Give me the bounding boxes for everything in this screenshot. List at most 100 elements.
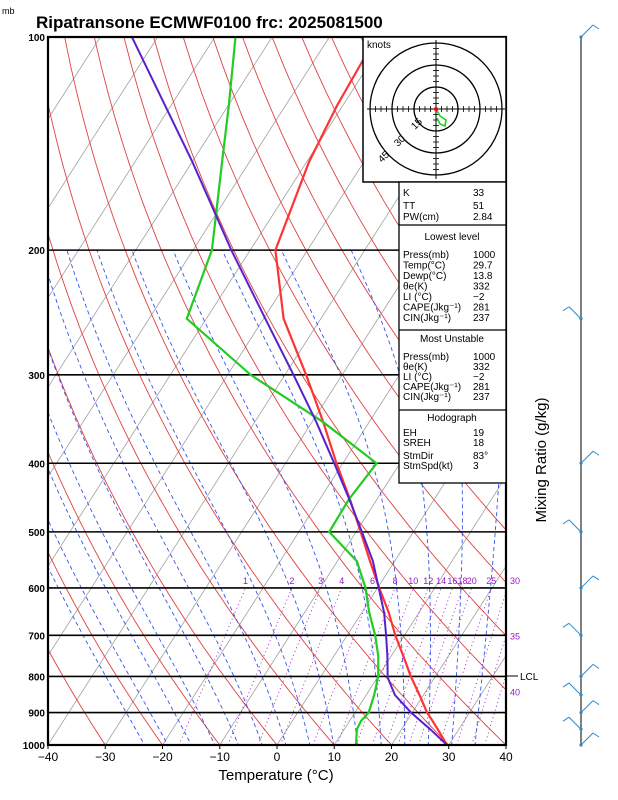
barb-feather <box>592 575 600 581</box>
moist-adiabat <box>280 249 406 745</box>
barb-shaft <box>580 575 594 589</box>
mixing-ratio-line <box>408 587 463 745</box>
temperature-tick-label: 30 <box>442 750 456 764</box>
index-value: 18 <box>473 438 485 449</box>
mixing-ratio-label: 16 <box>447 576 457 586</box>
moist-adiabat <box>66 249 287 745</box>
x-axis-label: Temperature (°C) <box>218 767 333 784</box>
pressure-tick-label: 300 <box>28 371 45 382</box>
index-label: CAPE(Jkg⁻¹) <box>403 382 461 393</box>
mixing-ratio-label: 14 <box>436 576 446 586</box>
dry-adiabat <box>576 5 618 760</box>
mixing-ratio-label: 6 <box>370 576 375 586</box>
moist-adiabat <box>48 347 239 745</box>
dry-adiabat <box>93 37 506 745</box>
hodo-origin <box>434 107 438 111</box>
barb-feather <box>562 306 570 312</box>
moist-adiabat <box>221 249 382 745</box>
dry-adiabat <box>48 451 221 745</box>
wind-barb <box>562 682 582 696</box>
mixing-ratio-label: 1 <box>243 576 248 586</box>
barb-shaft <box>580 732 594 746</box>
barb-shaft <box>580 450 594 464</box>
pressure-tick-label: 400 <box>28 459 45 470</box>
mixing-ratio-label: 2 <box>289 576 294 586</box>
dry-adiabat <box>548 5 618 760</box>
barb-shaft <box>568 622 582 636</box>
pressure-tick-label: 200 <box>28 246 45 257</box>
mixing-ratio-line <box>178 587 246 745</box>
isotherm <box>333 475 506 745</box>
moist-adiabat <box>131 249 335 745</box>
isotherm <box>505 744 506 745</box>
dewpoint-profile <box>185 37 380 745</box>
wind-barb <box>580 700 600 713</box>
mixing-ratio-line <box>336 587 396 745</box>
index-label: K <box>403 188 410 199</box>
dry-adiabat <box>242 37 506 479</box>
index-label: θe(K) <box>403 282 427 293</box>
barb-feather <box>562 519 570 525</box>
pressure-unit: mb <box>2 6 15 16</box>
index-label: SREH <box>403 438 431 449</box>
isotherm <box>162 207 506 745</box>
barb-feather <box>562 716 570 722</box>
wind-barb <box>580 663 600 677</box>
index-value: 281 <box>473 303 490 314</box>
section-title: Most Unstable <box>420 334 484 345</box>
mixing-ratio-label: 18 <box>457 576 467 586</box>
barb-shaft <box>580 24 594 38</box>
index-value: 1000 <box>473 250 496 261</box>
isotherm <box>48 37 159 210</box>
dry-adiabat <box>519 5 618 760</box>
temperature-tick-label: 40 <box>499 750 513 764</box>
barb-feather <box>562 682 570 688</box>
barb-feather <box>592 732 600 738</box>
pressure-tick-label: 1000 <box>23 741 46 752</box>
barb-feather <box>592 24 600 30</box>
dry-adiabat <box>182 37 506 584</box>
index-value: 237 <box>473 313 490 324</box>
barb-shaft <box>568 519 582 533</box>
dry-adiabat <box>48 346 278 745</box>
mixing-ratio-line <box>484 673 506 745</box>
pressure-tick-label: 100 <box>28 33 45 44</box>
index-label: θe(K) <box>403 362 427 373</box>
indices-table: K 33 TT 51 PW(cm) 2.84 Lowest level Press(mb) 10… <box>398 181 507 484</box>
wind-barbs <box>562 24 600 747</box>
index-value: 332 <box>473 282 490 293</box>
temperature-tick-label: −40 <box>38 750 59 764</box>
index-value: 2.84 <box>473 212 493 223</box>
temperature-tick-label: 10 <box>328 750 342 764</box>
mixing-ratio-line <box>471 634 506 745</box>
mixing-ratio-line <box>280 587 343 745</box>
dry-adiabat <box>212 37 506 531</box>
mixing-ratio-label: 12 <box>423 576 433 586</box>
moist-adiabat <box>48 411 216 745</box>
index-label: Press(mb) <box>403 352 449 363</box>
wind-barb <box>562 306 582 320</box>
mixing-ratio-label: 30 <box>510 576 520 586</box>
index-value: 281 <box>473 382 490 393</box>
hodograph: knots 15 30 45 <box>362 36 507 183</box>
wind-barb <box>562 716 582 730</box>
profiles <box>131 37 448 745</box>
temperature-tick-label: 0 <box>274 750 281 764</box>
index-value: 33 <box>473 188 485 199</box>
isotherm <box>48 37 273 388</box>
barb-feather <box>592 700 600 706</box>
barb-feather <box>562 622 570 628</box>
index-value: 3 <box>473 461 479 472</box>
barb-shaft <box>580 700 594 713</box>
temperature-tick-label: −20 <box>152 750 173 764</box>
isotherm <box>554 5 618 760</box>
index-label: CIN(Jkg⁻¹) <box>403 313 451 324</box>
index-value: 237 <box>473 392 490 403</box>
temperature-tick-label: −30 <box>95 750 116 764</box>
dry-adiabat <box>605 5 618 760</box>
mixing-ratio-label: 8 <box>393 576 398 586</box>
chart-title: Ripatransone ECMWF0100 frc: 2025081500 <box>36 13 383 32</box>
index-label: Temp(°C) <box>403 261 445 272</box>
index-value: 51 <box>473 201 485 212</box>
